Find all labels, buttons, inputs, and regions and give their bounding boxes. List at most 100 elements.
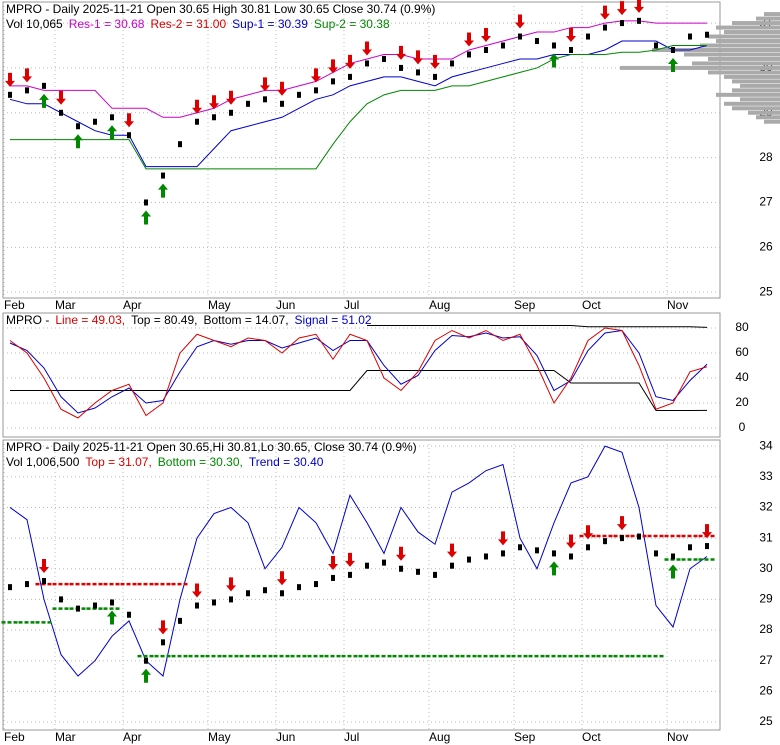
price-bar bbox=[8, 91, 12, 98]
volume-profile-bar bbox=[740, 97, 780, 102]
x-tick-label: Jun bbox=[276, 298, 295, 312]
price-bar bbox=[501, 550, 505, 557]
price-bar bbox=[671, 46, 675, 53]
x-tick-label: Oct bbox=[582, 730, 601, 744]
legend: Vol 1,006,500 Top = 31.07, Bottom = 30.30,… bbox=[6, 455, 324, 469]
y-tick-label: 33 bbox=[759, 469, 773, 483]
volume-profile-bar bbox=[764, 12, 780, 17]
price-bar bbox=[620, 535, 624, 542]
y-tick-label: 80 bbox=[735, 320, 749, 334]
y-tick-label: 32 bbox=[759, 500, 773, 514]
sell-arrow bbox=[413, 50, 423, 65]
panel-title: MPRO - Daily 2025-11-21 Open 30.65,Hi 30… bbox=[6, 440, 417, 454]
volume-profile-bar bbox=[732, 21, 780, 26]
sell-arrow bbox=[447, 543, 457, 558]
buy-arrow bbox=[158, 183, 168, 198]
volume-profile-bar bbox=[724, 101, 780, 106]
sell-arrow bbox=[22, 68, 32, 83]
price-bar bbox=[76, 123, 80, 130]
sell-arrow bbox=[311, 68, 321, 83]
volume-profile-bar bbox=[684, 52, 780, 57]
sell-arrow bbox=[702, 524, 712, 539]
price-bar bbox=[246, 100, 250, 107]
price-bar bbox=[110, 114, 114, 121]
price-bar bbox=[484, 553, 488, 560]
price-bar bbox=[93, 602, 97, 609]
sell-arrow bbox=[600, 5, 610, 20]
y-tick-label: 40 bbox=[735, 370, 749, 384]
sell-arrow bbox=[124, 113, 134, 128]
legend: MPRO - Line = 49.03, Top = 80.49, Bottom = … bbox=[6, 313, 372, 327]
series-line bbox=[10, 20, 707, 118]
price-bar bbox=[178, 141, 182, 148]
price-bar bbox=[348, 73, 352, 80]
legend: Vol 10,065 Res-1 = 30.68 Res-2 = 31.00 Sup-… bbox=[6, 17, 390, 31]
price-bar bbox=[586, 544, 590, 551]
volume-profile-bar bbox=[708, 56, 780, 61]
price-bar bbox=[280, 590, 284, 597]
sell-arrow bbox=[277, 571, 287, 586]
price-bar bbox=[314, 581, 318, 588]
y-tick-label: 31 bbox=[759, 530, 773, 544]
price-bar bbox=[297, 91, 301, 98]
sell-arrow bbox=[260, 77, 270, 92]
volume-profile-bar bbox=[756, 16, 780, 21]
y-tick-label: 25 bbox=[759, 714, 773, 728]
price-bar bbox=[552, 550, 556, 557]
price-bar bbox=[25, 581, 29, 588]
x-tick-label: Jul bbox=[344, 730, 359, 744]
price-bar bbox=[144, 657, 148, 664]
price-bar bbox=[603, 24, 607, 31]
price-bar bbox=[705, 31, 709, 38]
sell-arrow bbox=[617, 516, 627, 531]
price-bar bbox=[518, 33, 522, 40]
price-bar bbox=[178, 617, 182, 624]
legend-entry: Bottom = 14.07, bbox=[203, 313, 288, 327]
buy-arrow bbox=[549, 561, 559, 576]
sell-arrow bbox=[566, 27, 576, 42]
price-bar bbox=[161, 639, 165, 646]
price-bar bbox=[501, 42, 505, 49]
price-bar bbox=[42, 578, 46, 585]
y-tick-label: 25 bbox=[759, 284, 773, 298]
price-bar bbox=[25, 87, 29, 94]
sell-arrow bbox=[328, 555, 338, 570]
buy-arrow bbox=[668, 57, 678, 72]
x-tick-label: Mar bbox=[55, 298, 76, 312]
price-bar bbox=[144, 199, 148, 206]
price-bar bbox=[450, 60, 454, 67]
price-bar bbox=[569, 553, 573, 560]
sell-arrow bbox=[345, 552, 355, 567]
buy-arrow bbox=[73, 134, 83, 149]
price-bar bbox=[195, 602, 199, 609]
price-bar bbox=[603, 538, 607, 545]
legend-entry: Sup-2 = 30.38 bbox=[314, 17, 390, 31]
x-tick-label: Nov bbox=[667, 730, 688, 744]
buy-arrow bbox=[668, 564, 678, 579]
y-tick-label: 29 bbox=[759, 592, 773, 606]
y-tick-label: 28 bbox=[759, 622, 773, 636]
sell-arrow bbox=[226, 90, 236, 105]
price-bar bbox=[399, 565, 403, 572]
y-tick-label: 26 bbox=[759, 684, 773, 698]
sell-arrow bbox=[481, 27, 491, 42]
price-bar bbox=[42, 82, 46, 89]
x-tick-label: Aug bbox=[429, 730, 450, 744]
legend-entry: Res-2 = 31.00 bbox=[150, 17, 226, 31]
buy-arrow bbox=[107, 125, 117, 140]
sell-arrow bbox=[396, 45, 406, 60]
buy-arrow bbox=[39, 93, 49, 108]
sell-arrow bbox=[158, 620, 168, 635]
series-line bbox=[9, 329, 708, 414]
series-line bbox=[367, 325, 708, 328]
price-bar bbox=[518, 544, 522, 551]
price-bar bbox=[382, 55, 386, 62]
price-bar bbox=[348, 571, 352, 578]
price-bar bbox=[535, 38, 539, 45]
sell-arrow bbox=[328, 59, 338, 74]
price-bar bbox=[688, 33, 692, 40]
price-bar bbox=[246, 590, 250, 597]
price-bar bbox=[688, 544, 692, 551]
price-bar bbox=[195, 118, 199, 125]
